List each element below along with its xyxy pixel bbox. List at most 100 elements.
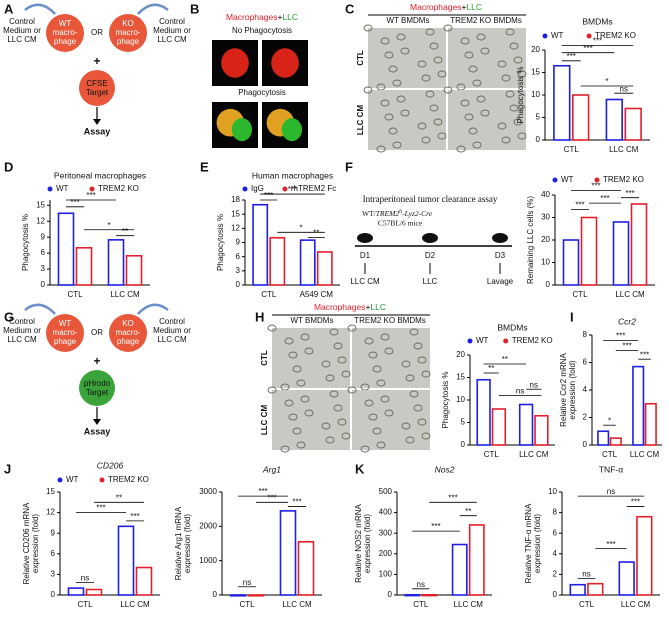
bar: [135, 566, 153, 596]
target-text: CFSE: [86, 79, 107, 88]
medium-text: LLC CM: [157, 35, 187, 44]
plus-text: +: [93, 354, 100, 368]
medium-text: Medium or: [3, 326, 41, 335]
y-tick-label: 300: [379, 528, 393, 537]
cell: [405, 436, 415, 444]
y-axis-label: expression (fold): [31, 514, 40, 573]
bar: [125, 254, 143, 286]
plus-text: +: [93, 54, 100, 68]
panel-letter: B: [190, 1, 199, 16]
x-tick-label: CTL: [572, 290, 588, 299]
cell: [388, 127, 398, 135]
ko-cell: [109, 314, 147, 352]
y-tick-label: 15: [531, 68, 540, 77]
y-axis-label: Relative Arg1 mRNA: [174, 506, 183, 580]
legend-marker: [282, 186, 288, 192]
y-tick-label: 12: [231, 223, 240, 232]
y-tick-label: 6: [553, 528, 558, 537]
y-tick-label: 6: [583, 358, 588, 367]
y-tick-label: 15: [231, 209, 240, 218]
medium-text: Control: [9, 17, 35, 26]
bar: [247, 594, 265, 597]
cell: [437, 70, 447, 78]
bar: [612, 221, 630, 286]
medium-text: LLC CM: [7, 335, 37, 344]
sig-label: ***: [70, 198, 79, 207]
y-axis-label: Relative TNF-α mRNA: [524, 503, 533, 583]
bar: [421, 593, 438, 597]
x-tick-label: LLC CM: [120, 600, 150, 609]
cell: [384, 347, 394, 355]
row-label: Phagocytosis: [238, 88, 286, 97]
y-axis-label: Relative NOS2 mRNA: [354, 503, 363, 582]
medium-text: LLC CM: [157, 335, 187, 344]
sig-label: ***: [591, 182, 600, 191]
y-axis-label: expression (fold): [363, 514, 372, 573]
cell: [476, 33, 486, 41]
x-tick-label: CTL: [602, 450, 618, 459]
sig-label: **: [502, 355, 508, 364]
cell: [271, 48, 299, 78]
cell: [364, 337, 374, 345]
cell: [368, 413, 378, 421]
cell: [337, 418, 347, 426]
y-tick-label: 3: [51, 570, 56, 579]
cell: [300, 395, 310, 403]
sig-label: **: [465, 507, 471, 516]
x-tick-label: CTL: [239, 600, 255, 609]
target-text: Target: [86, 388, 109, 397]
sig-label: ***: [606, 540, 615, 549]
cell: [221, 48, 249, 78]
medium-text: LLC CM: [7, 35, 37, 44]
col-label: TREM2 KO BMDMs: [354, 316, 426, 325]
x-tick-label: CTL: [413, 600, 429, 609]
y-tick-label: 15: [36, 200, 45, 209]
bar: [75, 247, 93, 286]
bar: [572, 94, 590, 141]
legend-marker: [89, 186, 95, 192]
cell: [376, 441, 386, 449]
x-tick-label: A549 CM: [300, 290, 334, 299]
y-tick-label: 0: [51, 590, 56, 599]
bar: [57, 212, 75, 286]
micrograph: [352, 390, 430, 450]
x-tick-label: CTL: [77, 600, 93, 609]
target-text: pHrodo: [84, 379, 111, 388]
y-tick-label: 0: [213, 590, 218, 599]
legend-label: WT: [561, 175, 574, 184]
cell: [417, 418, 427, 426]
cell: [513, 118, 523, 126]
bar: [316, 251, 333, 286]
cell: [400, 47, 410, 55]
cell: [380, 395, 390, 403]
sig-label: ns: [81, 574, 89, 583]
sig-label: ***: [567, 52, 576, 61]
cell: [425, 28, 435, 36]
ko-cell: [109, 14, 147, 52]
bar: [630, 203, 648, 286]
title-part: Macrophages: [314, 302, 366, 312]
y-tick-label: 200: [379, 549, 393, 558]
cell: [517, 70, 527, 78]
y-tick-label: 0: [41, 280, 46, 289]
cell: [280, 445, 290, 453]
sig-label: **: [488, 364, 494, 373]
cell: [347, 324, 357, 332]
cell: [392, 141, 402, 149]
y-axis-label: expression (fold): [533, 514, 542, 573]
cell: [341, 370, 351, 378]
y-tick-label: 20: [541, 235, 550, 244]
panel-letter: D: [4, 159, 13, 174]
panel-letter: A: [4, 1, 14, 16]
cell: [304, 409, 314, 417]
or-text: OR: [91, 28, 103, 37]
cell: [292, 365, 302, 373]
sig-label: ***: [292, 498, 301, 507]
cell: [464, 51, 474, 59]
panel-title: Macrophages+LLC: [410, 2, 482, 12]
wt-cell: [46, 314, 84, 352]
cell: [480, 109, 490, 117]
cell: [380, 99, 390, 107]
cell: [476, 95, 486, 103]
bar: [534, 414, 549, 446]
